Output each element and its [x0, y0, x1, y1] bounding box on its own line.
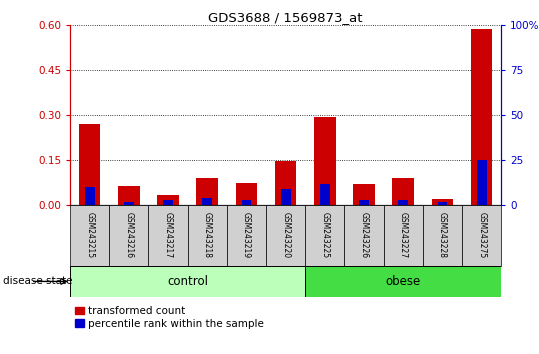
Bar — [124, 202, 134, 205]
Bar — [384, 205, 423, 266]
Text: disease state: disease state — [3, 276, 72, 286]
Bar — [188, 205, 227, 266]
Bar — [275, 161, 296, 205]
Bar — [398, 200, 408, 205]
Text: obese: obese — [385, 275, 421, 288]
Bar — [462, 205, 501, 266]
Text: GSM243227: GSM243227 — [399, 212, 408, 258]
Text: GSM243215: GSM243215 — [85, 212, 94, 258]
Legend: transformed count, percentile rank within the sample: transformed count, percentile rank withi… — [75, 306, 264, 329]
Bar — [344, 205, 384, 266]
Bar — [305, 266, 501, 297]
Bar — [359, 200, 369, 205]
Bar — [227, 205, 266, 266]
Title: GDS3688 / 1569873_at: GDS3688 / 1569873_at — [209, 11, 363, 24]
Bar — [79, 124, 100, 205]
Text: GSM243226: GSM243226 — [360, 212, 369, 258]
Text: control: control — [167, 275, 208, 288]
Bar — [477, 160, 487, 205]
Bar — [320, 184, 330, 205]
Text: GSM243275: GSM243275 — [477, 212, 486, 258]
Bar — [241, 200, 251, 205]
Bar — [202, 198, 212, 205]
Bar — [432, 199, 453, 205]
Bar — [157, 195, 179, 205]
Bar — [197, 178, 218, 205]
Bar — [236, 183, 257, 205]
Bar — [85, 187, 94, 205]
Text: GSM243219: GSM243219 — [242, 212, 251, 258]
Text: GSM243216: GSM243216 — [125, 212, 133, 258]
Text: GSM243228: GSM243228 — [438, 212, 447, 258]
Bar — [281, 189, 291, 205]
Bar — [353, 184, 375, 205]
Bar — [163, 200, 173, 205]
Text: GSM243217: GSM243217 — [163, 212, 172, 258]
Bar — [314, 116, 336, 205]
Bar — [266, 205, 305, 266]
Bar — [109, 205, 148, 266]
Bar — [423, 205, 462, 266]
Text: GSM243218: GSM243218 — [203, 212, 212, 258]
Text: GSM243220: GSM243220 — [281, 212, 290, 258]
Bar — [438, 202, 447, 205]
Bar — [70, 266, 305, 297]
Bar — [305, 205, 344, 266]
Text: GSM243225: GSM243225 — [320, 212, 329, 258]
Bar — [471, 29, 493, 205]
Bar — [118, 186, 140, 205]
Bar — [392, 178, 414, 205]
Bar — [148, 205, 188, 266]
Bar — [70, 205, 109, 266]
